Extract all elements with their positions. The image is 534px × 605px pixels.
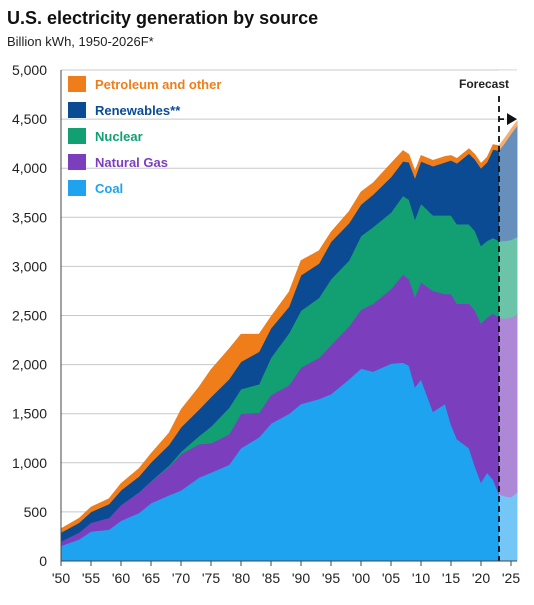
- area-petroleum-and-other: [60, 120, 518, 534]
- legend: Petroleum and other Renewables** Nuclear Na…: [68, 76, 221, 196]
- legend-swatch: [68, 76, 86, 92]
- legend-swatch: [68, 102, 86, 118]
- y-tick-label: 3,000: [12, 258, 47, 274]
- y-tick-label: 4,500: [12, 111, 47, 127]
- legend-label: Petroleum and other: [95, 77, 221, 92]
- forecast-region: Forecast: [459, 70, 517, 561]
- x-tick-label: '00: [352, 570, 370, 586]
- x-tick-label: '95: [322, 570, 340, 586]
- y-tick-label: 2,500: [12, 308, 47, 324]
- x-tick-label: '65: [142, 570, 160, 586]
- x-tick-label: '80: [232, 570, 250, 586]
- legend-swatch: [68, 128, 86, 144]
- y-tick-label: 2,000: [12, 357, 47, 373]
- x-tick-label: '60: [112, 570, 130, 586]
- y-tick-label: 0: [39, 553, 47, 569]
- legend-label: Coal: [95, 181, 123, 196]
- area-series: [60, 120, 518, 562]
- legend-label: Natural Gas: [95, 155, 168, 170]
- forecast-shade: [499, 70, 517, 561]
- y-tick-label: 4,000: [12, 160, 47, 176]
- y-tick-label: 5,000: [12, 62, 47, 78]
- forecast-label: Forecast: [459, 77, 509, 91]
- y-tick-label: 1,000: [12, 455, 47, 471]
- chart-title: U.S. electricity generation by source: [7, 8, 319, 28]
- x-tick-label: '15: [442, 570, 460, 586]
- x-tick-label: '85: [262, 570, 280, 586]
- axes: 0 500 1,000 1,500 2,000 2,500 3,000 3,500 4,000 4…: [12, 62, 520, 586]
- x-tick-label: '20: [472, 570, 490, 586]
- x-tick-label: '55: [82, 570, 100, 586]
- chart-subtitle: Billion kWh, 1950-2026F*: [7, 34, 154, 49]
- forecast-arrow-icon: [507, 113, 517, 126]
- y-tick-label: 1,500: [12, 406, 47, 422]
- x-tick-label: '70: [172, 570, 190, 586]
- legend-label: Renewables**: [95, 103, 181, 118]
- x-tick-label: '05: [382, 570, 400, 586]
- legend-swatch: [68, 154, 86, 170]
- x-tick-label: '90: [292, 570, 310, 586]
- y-tick-label: 500: [24, 504, 48, 520]
- x-tick-label: '75: [202, 570, 220, 586]
- x-tick-label: '25: [502, 570, 520, 586]
- y-tick-label: 3,500: [12, 209, 47, 225]
- x-tick-label: '10: [412, 570, 430, 586]
- legend-label: Nuclear: [95, 129, 143, 144]
- x-tick-label: '50: [52, 570, 70, 586]
- legend-swatch: [68, 180, 86, 196]
